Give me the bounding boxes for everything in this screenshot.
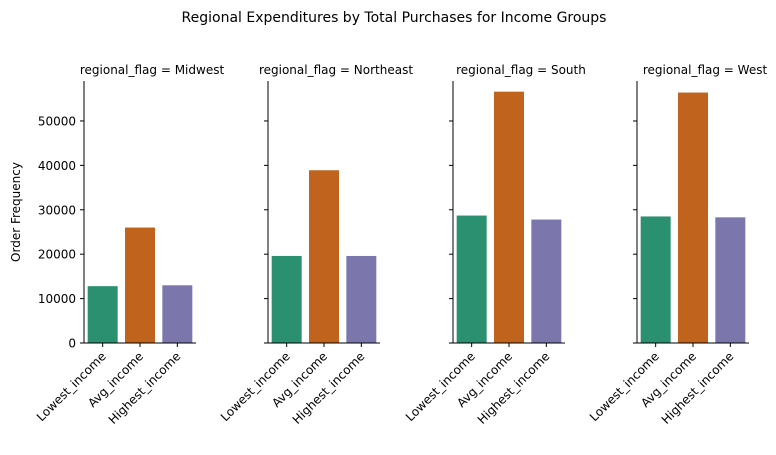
- y-axis-label: Order Frequency: [9, 162, 23, 262]
- bar-lowest-income: [456, 215, 487, 343]
- bar-avg-income: [678, 92, 708, 343]
- facet-panel: regional_flag = WestLowest_incomeAvg_inc…: [587, 63, 768, 427]
- bar-avg-income: [494, 91, 524, 343]
- facet-title: regional_flag = Northeast: [259, 63, 413, 77]
- x-tick-label: Highest_income: [475, 349, 553, 427]
- facet-panel: regional_flag = NortheastLowest_incomeAv…: [218, 63, 413, 427]
- chart-title: Regional Expenditures by Total Purchases…: [182, 10, 607, 26]
- x-tick-label: Highest_income: [106, 349, 184, 427]
- y-tick-label: 10000: [38, 292, 76, 306]
- facet-panel: regional_flag = SouthLowest_incomeAvg_in…: [403, 63, 586, 427]
- bar-highest-income: [162, 285, 193, 343]
- y-tick-label: 40000: [38, 159, 76, 173]
- bar-lowest-income: [271, 255, 302, 343]
- facet-title: regional_flag = Midwest: [80, 63, 225, 77]
- bar-highest-income: [531, 219, 562, 343]
- bar-highest-income: [715, 217, 746, 343]
- facet-panel: regional_flag = Midwest 0 10000 20000 30000 4…: [34, 63, 225, 427]
- bar-lowest-income: [87, 286, 118, 343]
- x-tick-label: Highest_income: [659, 349, 737, 427]
- y-tick-label: 30000: [38, 203, 76, 217]
- facet-title: regional_flag = West: [643, 63, 768, 77]
- bar-lowest-income: [640, 216, 671, 343]
- bar-avg-income: [309, 170, 339, 343]
- x-tick-label: Highest_income: [290, 349, 368, 427]
- facets: regional_flag = Midwest 0 10000 20000 30000 4…: [34, 63, 768, 427]
- facet-title: regional_flag = South: [456, 63, 586, 77]
- bar-avg-income: [125, 227, 155, 343]
- bar-highest-income: [346, 255, 377, 343]
- y-tick-label: 50000: [38, 114, 76, 128]
- y-tick-label: 20000: [38, 248, 76, 262]
- y-tick-label: 0: [68, 337, 76, 351]
